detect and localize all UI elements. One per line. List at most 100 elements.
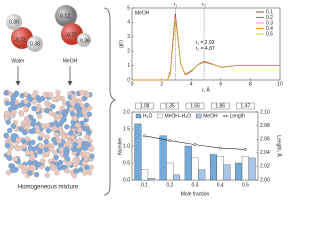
sphere xyxy=(44,172,51,178)
bar xyxy=(223,164,231,181)
sphere xyxy=(53,154,59,161)
atom-h xyxy=(77,33,91,47)
y-tick-label: 1 xyxy=(127,63,130,69)
sphere xyxy=(68,130,74,136)
x-tick-label: 0.2 xyxy=(166,182,173,188)
sphere xyxy=(86,130,92,136)
sphere xyxy=(71,146,77,152)
sphere xyxy=(15,145,21,152)
sphere xyxy=(50,103,56,110)
charge: 0.12 xyxy=(60,13,70,19)
top-label: 1.08 xyxy=(140,103,150,109)
sphere xyxy=(5,169,12,176)
sphere xyxy=(44,122,51,129)
sphere xyxy=(84,151,91,158)
sphere xyxy=(84,164,90,171)
sphere xyxy=(6,155,13,161)
top-label: 1.35 xyxy=(165,103,175,109)
charge: 0.36 xyxy=(9,19,19,25)
sphere xyxy=(44,166,51,172)
bar xyxy=(216,156,224,181)
y-tick-label: 4 xyxy=(127,20,130,26)
y2-tick-label: 2.06 xyxy=(260,137,270,143)
x-tick-label: 0.4 xyxy=(217,182,224,188)
sphere xyxy=(40,158,46,164)
bar xyxy=(147,178,155,181)
sphere xyxy=(6,127,13,134)
sphere xyxy=(27,170,33,176)
sphere xyxy=(43,138,49,145)
sphere xyxy=(85,141,92,148)
sphere xyxy=(69,99,75,106)
x-tick-label: 8 xyxy=(249,81,252,87)
sphere xyxy=(57,165,63,171)
water-molecule: 0.36 -0.72 0.36 xyxy=(6,14,43,52)
sphere xyxy=(19,92,25,99)
sphere xyxy=(25,149,31,156)
chart-title: MeOH xyxy=(135,10,150,16)
sphere xyxy=(17,102,23,108)
sphere xyxy=(26,95,33,101)
legend-label: H₂O xyxy=(143,113,153,119)
sphere xyxy=(72,141,78,148)
bar xyxy=(198,169,206,181)
sphere xyxy=(51,136,57,143)
y-tick-label: 2 xyxy=(127,49,130,55)
sphere xyxy=(29,153,36,160)
sphere xyxy=(57,125,64,132)
sphere xyxy=(22,119,28,125)
sphere xyxy=(54,170,60,176)
legend-label: 0.3 xyxy=(266,20,273,26)
y2-tick-label: 2.08 xyxy=(260,123,270,129)
sphere xyxy=(83,134,90,140)
charge: 0.36 xyxy=(80,38,90,44)
sphere xyxy=(10,99,16,105)
sphere xyxy=(64,124,70,130)
length-point xyxy=(143,134,147,138)
page: {"diagram": {"molecules": [ {"name": "Wa… xyxy=(3,1,283,198)
sphere xyxy=(36,161,42,168)
sphere xyxy=(37,113,43,120)
y-tick-label: 3 xyxy=(127,34,130,40)
bar xyxy=(173,174,181,181)
sphere xyxy=(69,110,76,117)
sphere xyxy=(73,168,80,174)
legend-label: Length xyxy=(230,113,246,119)
bar xyxy=(235,162,243,181)
charge: -0.72 xyxy=(65,32,77,38)
sphere xyxy=(86,111,93,118)
meoh-molecule: 0.12 -0.72 0.36 xyxy=(55,5,91,47)
sphere xyxy=(70,93,77,100)
sphere xyxy=(72,162,79,168)
y-tick-label: 1.0 xyxy=(123,143,130,149)
legend-label: 0.2 xyxy=(266,15,273,21)
sphere xyxy=(4,115,10,121)
atom-h xyxy=(27,36,43,52)
y2-tick-label: 2.10 xyxy=(260,109,270,115)
length-point xyxy=(218,146,222,150)
sphere xyxy=(59,119,65,125)
legend-label: MeOH–H₂O xyxy=(164,113,191,119)
x-tick-label: 0 xyxy=(131,81,134,87)
sphere xyxy=(52,149,58,156)
sphere xyxy=(37,149,43,155)
sphere xyxy=(3,132,10,138)
sphere xyxy=(74,122,81,128)
top-label-box xyxy=(135,102,154,110)
sphere xyxy=(31,105,37,112)
bar xyxy=(209,154,217,181)
sphere xyxy=(24,124,30,130)
y-tick-label: 0.5 xyxy=(123,160,130,166)
legend-label: 0.5 xyxy=(266,31,273,37)
length-point xyxy=(193,143,197,147)
top-label: 1.86 xyxy=(215,103,225,109)
sphere xyxy=(62,152,69,158)
sphere xyxy=(74,102,81,109)
x-tick-label: 2 xyxy=(160,81,163,87)
sphere xyxy=(4,100,10,107)
marker-label: r₂ xyxy=(202,2,206,8)
sphere xyxy=(50,165,57,171)
bar xyxy=(248,157,256,181)
sphere xyxy=(77,137,83,143)
sphere xyxy=(72,115,78,122)
